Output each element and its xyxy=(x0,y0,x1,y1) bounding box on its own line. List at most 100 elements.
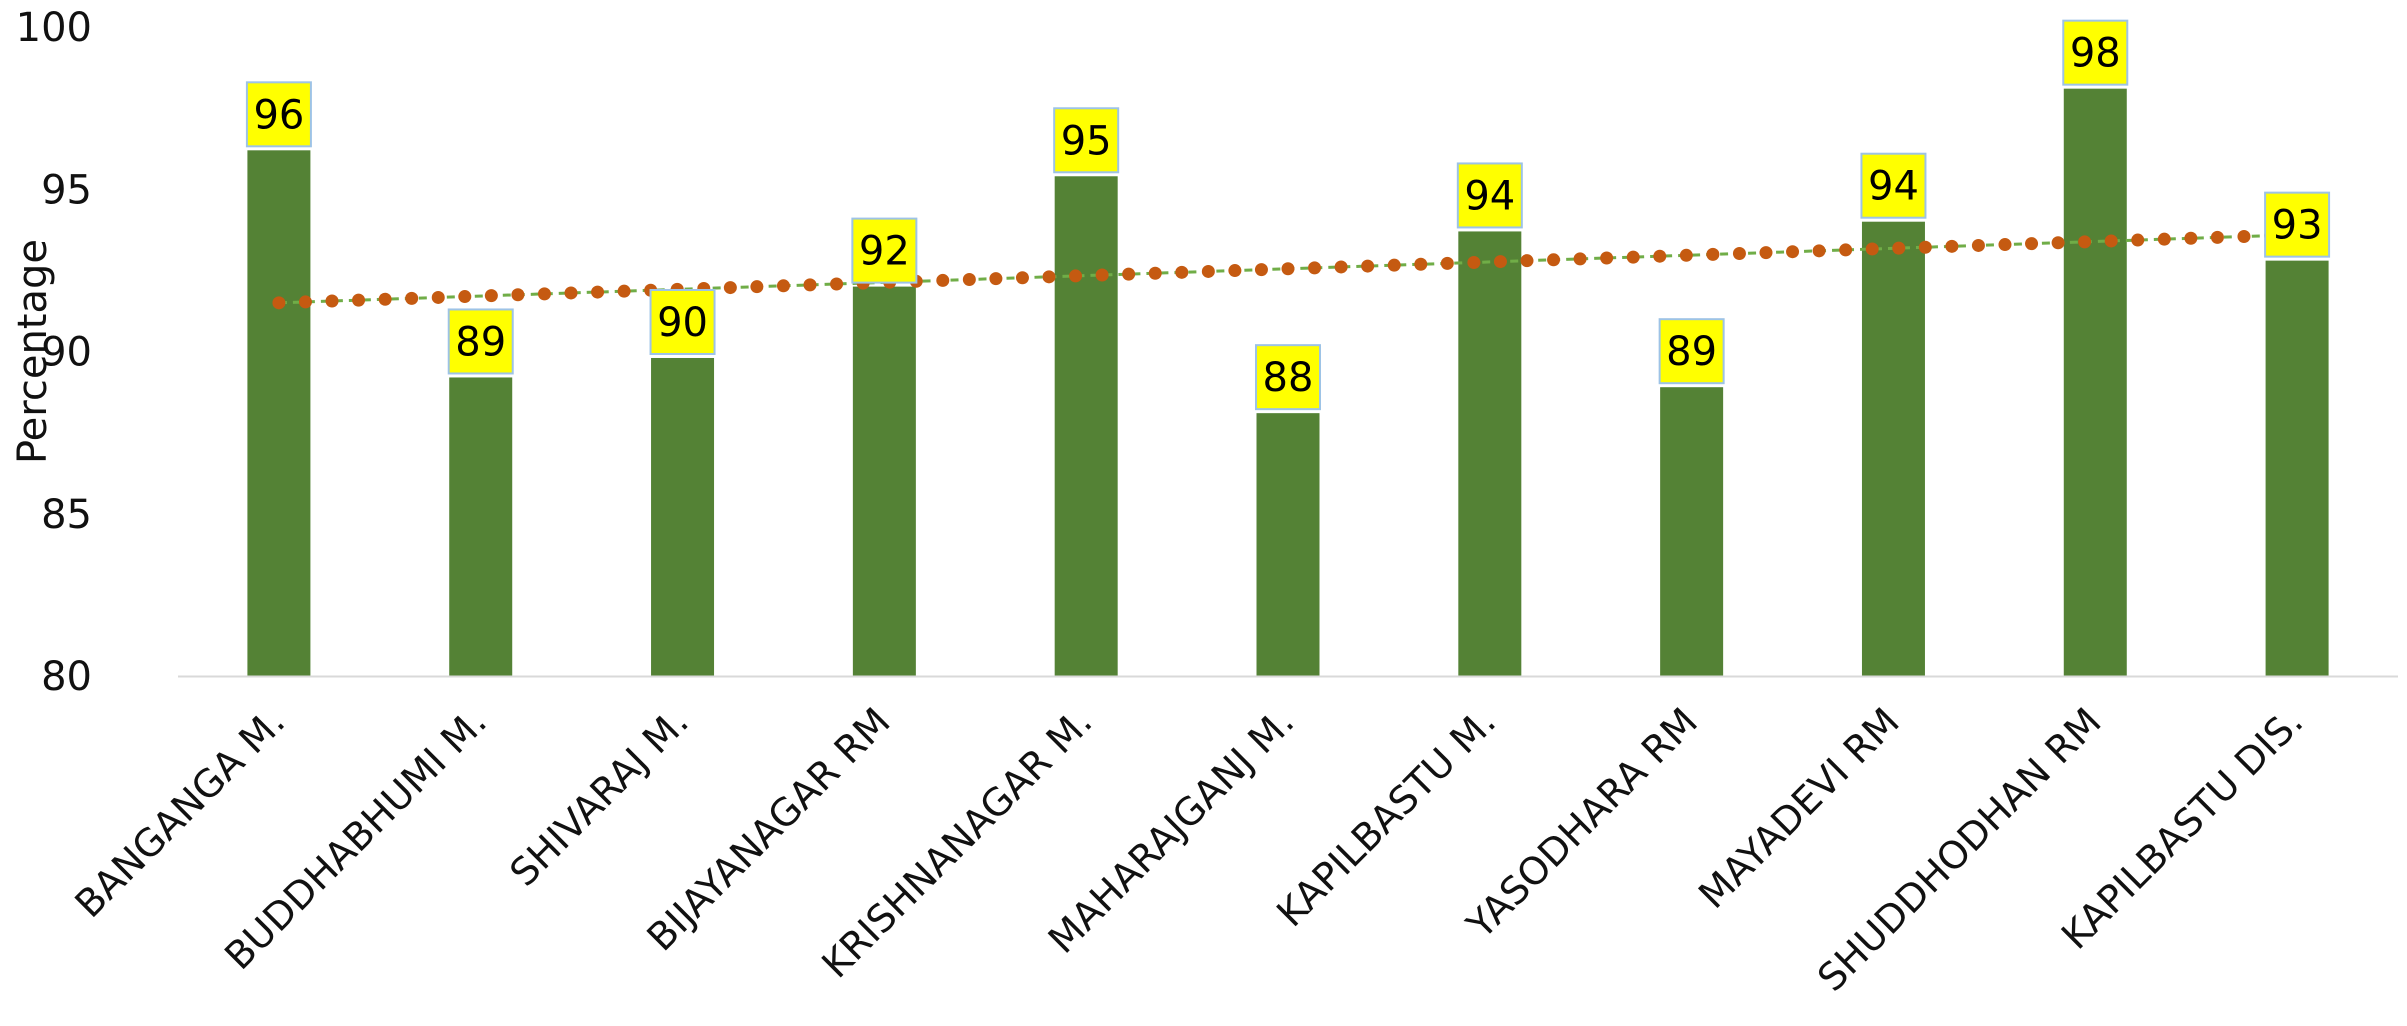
trendline-dot xyxy=(1865,242,1879,256)
trendline-dot xyxy=(1520,254,1534,268)
data-label: 93 xyxy=(2264,191,2331,258)
data-label-box xyxy=(1255,344,1321,411)
x-tick-label: KAPILBASTU M. xyxy=(1268,699,1504,935)
data-label-text: 88 xyxy=(1263,355,1314,401)
trendline-dot xyxy=(723,281,737,295)
trendline-dot xyxy=(1414,257,1428,271)
trendline-dot xyxy=(1361,259,1375,273)
data-label-box xyxy=(2264,191,2331,258)
bar xyxy=(651,357,715,676)
trendline-dot xyxy=(1918,240,1932,254)
bar xyxy=(852,286,916,676)
trendline-dot xyxy=(2078,235,2092,249)
trendline-dot xyxy=(1971,238,1985,252)
trendline-dot xyxy=(1547,253,1561,267)
trendline-dot xyxy=(1467,255,1481,269)
trendline-dot xyxy=(1759,246,1773,260)
x-tick-label: MAYADEVI RM xyxy=(1690,699,1908,917)
trendline-dot xyxy=(962,273,976,287)
y-axis-title: Percentage xyxy=(10,239,56,464)
trendline-dot xyxy=(1786,245,1800,259)
trendline-dot xyxy=(564,286,578,300)
bar xyxy=(1660,387,1724,676)
trendline-dot xyxy=(1706,247,1720,261)
data-label-text: 96 xyxy=(253,92,304,138)
data-label-text: 98 xyxy=(2070,31,2121,77)
trendline-dot xyxy=(511,288,525,302)
y-tick-label: 95 xyxy=(41,167,92,213)
category-labels: BANGANGA M.BUDDHABHUMI M. SHIVARAJ M.BIJA… xyxy=(66,699,2311,1000)
trendline-dot xyxy=(1732,247,1746,261)
trendline-dot xyxy=(2210,230,2224,244)
data-label-box xyxy=(649,288,716,355)
data-label-box xyxy=(2062,19,2129,86)
trendline-dot xyxy=(936,273,950,287)
data-label: 96 xyxy=(245,81,312,148)
bar xyxy=(1458,231,1522,676)
data-label: 95 xyxy=(1053,107,1120,174)
data-label: 94 xyxy=(1456,162,1523,229)
data-label-text: 89 xyxy=(455,319,506,365)
trendline-dot xyxy=(591,285,605,299)
trendline-dot xyxy=(1626,250,1640,264)
data-label-text: 95 xyxy=(1061,118,1112,164)
trendline-dot xyxy=(989,272,1003,286)
trendline-dot xyxy=(1015,271,1029,285)
y-tick-label: 85 xyxy=(41,492,92,538)
trendline-dot xyxy=(1812,244,1826,258)
trendline-dot xyxy=(298,295,312,309)
data-label-box xyxy=(851,217,918,284)
data-label-text: 93 xyxy=(2272,203,2323,249)
trendline-dot xyxy=(272,296,286,310)
trendline-dot xyxy=(1387,258,1401,272)
trendline-dot xyxy=(352,293,366,307)
trendline-dot xyxy=(1839,243,1853,257)
bar xyxy=(247,150,311,676)
trendline-dot xyxy=(1175,265,1189,279)
trendline-dot xyxy=(1254,263,1268,277)
trendline-dot xyxy=(2131,233,2145,247)
data-label: 89 xyxy=(447,308,514,375)
trendline-dot xyxy=(1998,238,2012,252)
trendline-dot xyxy=(431,290,445,304)
data-labels: 96 89 90 92 95 88 94 89 94 98 93 xyxy=(245,19,2331,411)
data-label: 98 xyxy=(2062,19,2129,86)
data-label-text: 92 xyxy=(859,229,910,275)
trendline-dot xyxy=(1042,270,1056,284)
data-label-text: 89 xyxy=(1666,329,1717,375)
bars xyxy=(247,88,2329,676)
trendline-dot xyxy=(1281,262,1295,276)
trendline xyxy=(272,228,2304,310)
y-tick-label: 80 xyxy=(41,654,92,700)
data-label-box xyxy=(1053,107,1120,174)
bar xyxy=(1054,176,1118,676)
data-label-box xyxy=(1456,162,1523,229)
trendline-dot xyxy=(2237,229,2251,243)
trendline-dot xyxy=(1095,268,1109,282)
trendline-dot xyxy=(1201,264,1215,278)
trendline-dot xyxy=(1679,248,1693,262)
trendline-dot xyxy=(1892,241,1906,255)
trendline-dot xyxy=(2051,236,2065,250)
trendline-dot xyxy=(750,280,764,294)
data-label-text: 94 xyxy=(1464,173,1515,219)
trendline-dot xyxy=(803,278,817,292)
trendline-dot xyxy=(2025,237,2039,251)
y-tick-label: 90 xyxy=(41,330,92,376)
data-label: 94 xyxy=(1860,152,1927,219)
trendline-dot xyxy=(1228,264,1242,278)
data-label-text: 90 xyxy=(657,300,708,346)
trendline-dot xyxy=(2157,232,2171,246)
data-label-box xyxy=(245,81,312,148)
trendline-dot xyxy=(2184,231,2198,245)
trendline-dot xyxy=(378,292,392,306)
trendline-dot xyxy=(1493,255,1507,269)
bar xyxy=(2265,260,2329,676)
data-label: 90 xyxy=(649,288,716,355)
data-label-box xyxy=(1658,318,1725,385)
trendline-dot xyxy=(1653,249,1667,263)
trendline-dot xyxy=(1122,267,1136,281)
data-label: 92 xyxy=(851,217,918,284)
